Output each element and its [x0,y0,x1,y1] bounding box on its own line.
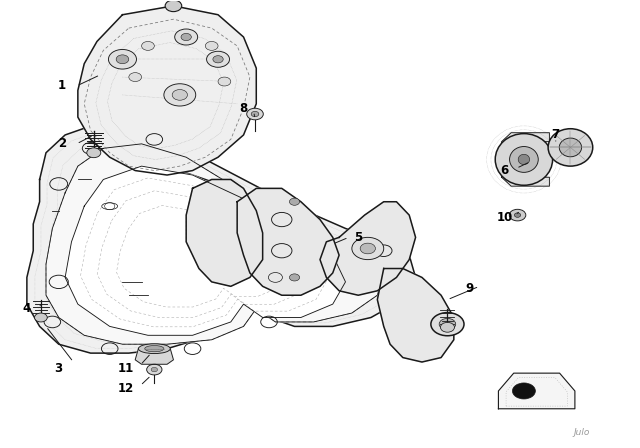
Ellipse shape [145,345,164,352]
Polygon shape [46,144,384,344]
Circle shape [165,0,182,12]
Ellipse shape [518,154,530,164]
Circle shape [218,77,231,86]
Circle shape [87,148,100,158]
Text: 4: 4 [23,302,31,315]
Text: 12: 12 [118,382,134,395]
Polygon shape [78,6,256,175]
Circle shape [515,213,521,217]
Circle shape [431,313,464,336]
Circle shape [251,112,259,116]
Text: 5: 5 [354,231,362,244]
Text: 1: 1 [58,79,66,92]
Ellipse shape [509,146,538,172]
Circle shape [289,198,300,205]
Circle shape [207,51,230,67]
Circle shape [289,274,300,281]
Circle shape [205,42,218,50]
Polygon shape [27,126,415,353]
Circle shape [108,49,136,69]
Circle shape [175,29,198,45]
Polygon shape [499,373,575,409]
Ellipse shape [548,129,593,166]
Text: 10: 10 [497,211,513,224]
Polygon shape [135,349,173,364]
Circle shape [509,209,526,221]
Circle shape [141,42,154,50]
Circle shape [35,313,47,322]
Text: 8: 8 [239,102,248,115]
Ellipse shape [138,344,170,353]
Circle shape [164,84,196,106]
Circle shape [360,243,376,254]
Text: 6: 6 [500,164,509,177]
Circle shape [116,55,129,64]
Text: 2: 2 [58,138,66,151]
Circle shape [439,319,456,330]
Polygon shape [141,171,269,304]
Text: Julo: Julo [573,428,589,437]
Polygon shape [502,133,549,186]
Circle shape [440,323,454,332]
Circle shape [352,237,384,260]
Circle shape [151,367,157,372]
Circle shape [213,56,223,63]
Circle shape [181,34,191,41]
Polygon shape [65,166,346,335]
Circle shape [147,364,162,375]
Polygon shape [378,268,454,362]
Text: 9: 9 [466,282,474,295]
Text: 11: 11 [118,362,134,375]
Polygon shape [320,202,415,295]
Polygon shape [186,180,262,286]
Polygon shape [237,188,339,295]
Circle shape [246,108,263,120]
Circle shape [513,383,536,399]
Text: 3: 3 [54,362,63,375]
Ellipse shape [495,134,552,185]
Text: 7: 7 [552,129,560,142]
Circle shape [129,73,141,82]
Ellipse shape [559,138,582,157]
Circle shape [172,90,188,100]
